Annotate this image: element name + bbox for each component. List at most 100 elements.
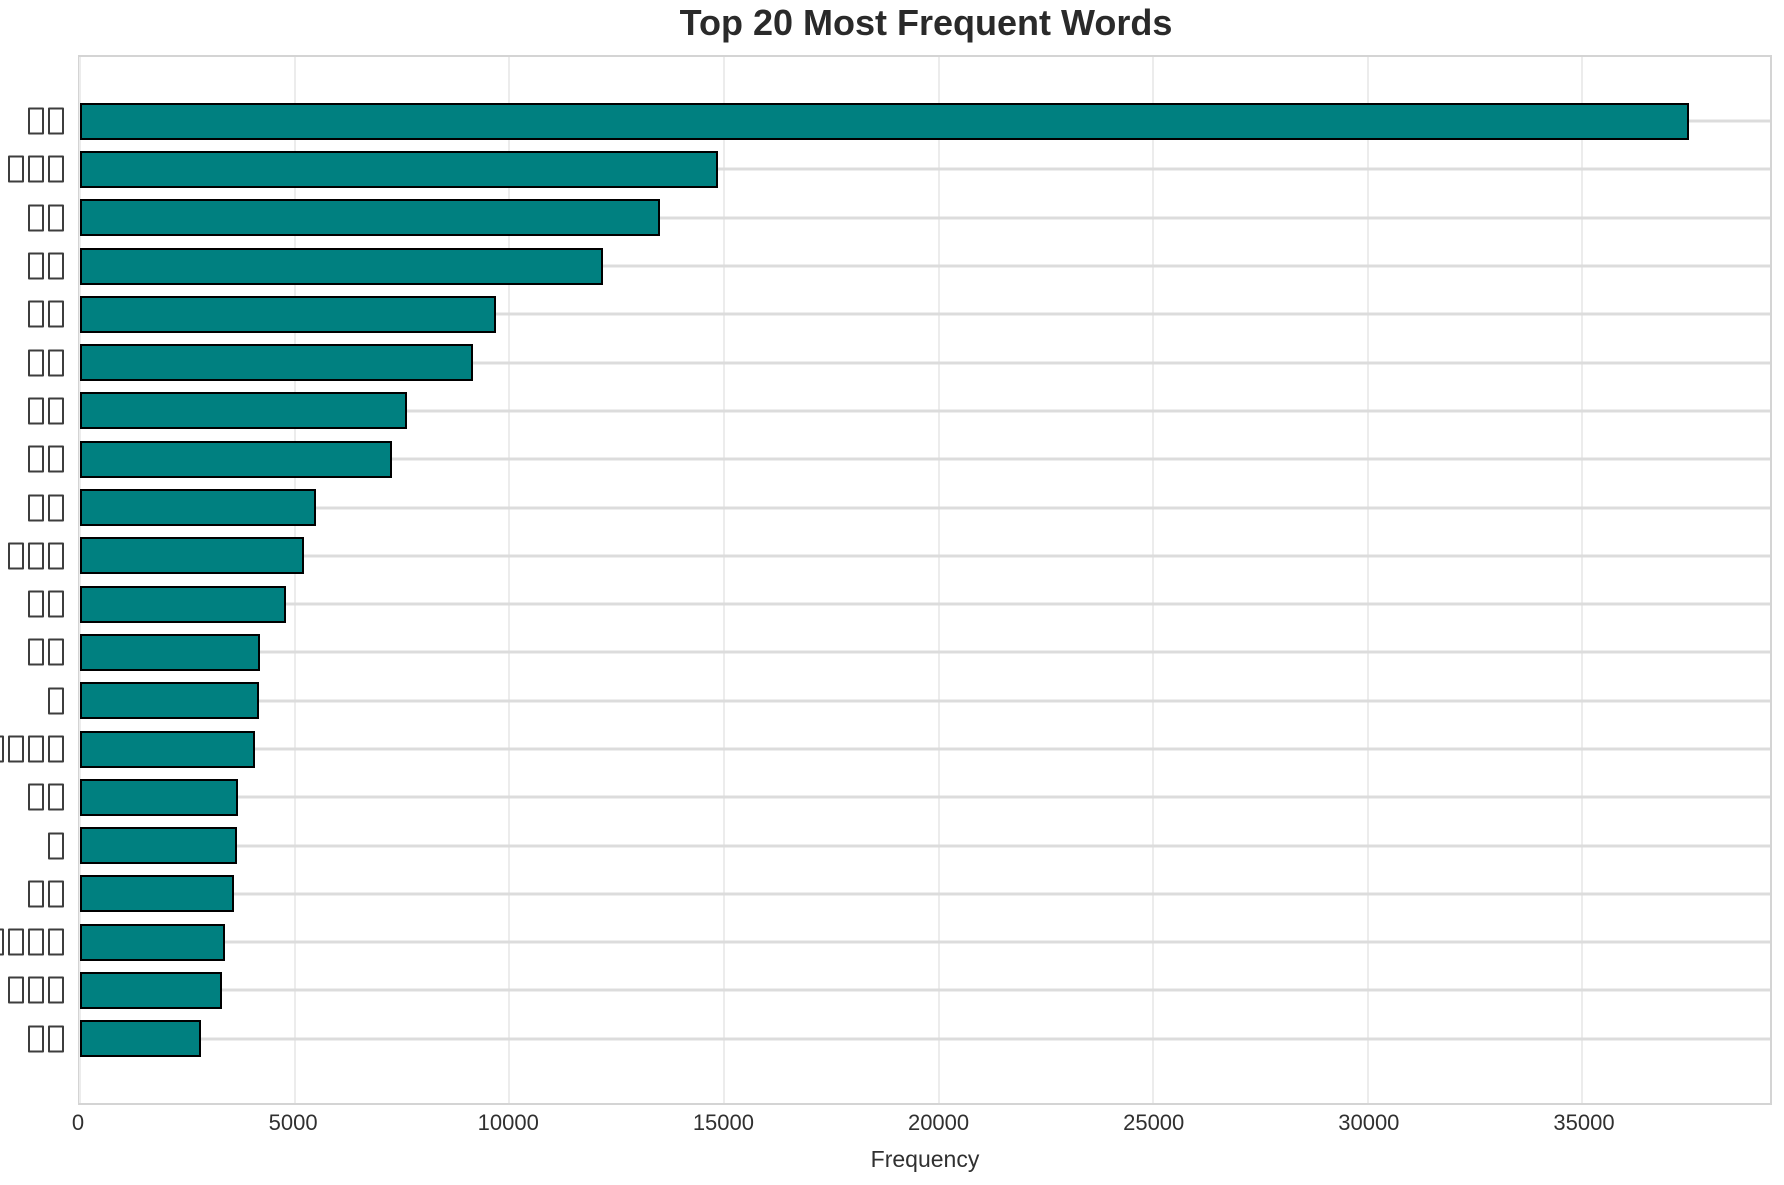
bar-row (8, 145, 1770, 193)
frequency-bar (80, 827, 238, 865)
gridline-vertical (508, 57, 511, 1103)
bar-row (0, 918, 1770, 966)
bar-row (28, 290, 1770, 338)
category-label (0, 735, 66, 763)
gridline-vertical (293, 57, 296, 1103)
gridline-vertical (1152, 57, 1155, 1103)
gridline-horizontal (80, 699, 1770, 703)
frequency-bar (80, 875, 235, 913)
tofu-glyph (8, 928, 24, 956)
tofu-glyph (48, 638, 64, 666)
bar-row (8, 966, 1770, 1014)
frequency-bar (80, 247, 603, 285)
category-label (26, 300, 66, 328)
gridline-vertical (79, 57, 81, 1103)
bar-row (48, 677, 1770, 725)
gridline-horizontal (80, 361, 1770, 365)
gridline-horizontal (80, 554, 1770, 558)
gridline-horizontal (80, 506, 1770, 510)
chart-title: Top 20 Most Frequent Words (679, 2, 1173, 43)
frequency-bar (80, 633, 260, 671)
category-label (46, 687, 66, 715)
tofu-glyph (48, 445, 64, 473)
tofu-glyph (48, 928, 64, 956)
tofu-glyph (28, 107, 44, 135)
tofu-glyph (8, 155, 24, 183)
gridline-horizontal (80, 602, 1770, 606)
frequency-bar (80, 199, 660, 237)
tofu-glyph (48, 494, 64, 522)
category-label (26, 590, 66, 618)
x-axis-title: Frequency (870, 1146, 980, 1172)
tofu-glyph (28, 880, 44, 908)
bar-row (48, 821, 1770, 869)
frequency-bar (80, 440, 392, 478)
bar-row (28, 97, 1770, 145)
category-label (26, 252, 66, 280)
bar-row (28, 628, 1770, 676)
tofu-glyph (28, 735, 44, 763)
plot-area (0, 55, 1772, 1105)
gridline-vertical (722, 57, 725, 1103)
frequency-bar (80, 682, 259, 720)
category-label (26, 445, 66, 473)
category-label (6, 542, 66, 570)
tofu-glyph (28, 542, 44, 570)
gridline-horizontal (80, 1037, 1770, 1041)
tofu-glyph (48, 1025, 64, 1053)
gridline-horizontal (80, 312, 1770, 316)
gridline-horizontal (80, 650, 1770, 654)
gridline-horizontal (80, 409, 1770, 413)
bar-row (28, 483, 1770, 531)
tofu-glyph (28, 783, 44, 811)
tofu-glyph (48, 832, 64, 860)
tofu-glyph (48, 590, 64, 618)
frequency-bar (80, 295, 497, 333)
tofu-glyph (48, 976, 64, 1004)
category-label (26, 880, 66, 908)
x-tick-label: 5000 (268, 1110, 318, 1135)
frequency-bar (80, 585, 287, 623)
tofu-glyph (48, 687, 64, 715)
tofu-glyph (28, 976, 44, 1004)
tofu-glyph (28, 928, 44, 956)
tofu-glyph (0, 928, 4, 956)
frequency-bar (80, 344, 474, 382)
tofu-glyph (28, 300, 44, 328)
frequency-bar (80, 102, 1689, 140)
bar-row (28, 242, 1770, 290)
tofu-glyph (48, 397, 64, 425)
tofu-glyph (0, 735, 4, 763)
tofu-glyph (48, 252, 64, 280)
tofu-glyph (48, 107, 64, 135)
frequency-bar (80, 489, 316, 527)
bar-row (28, 387, 1770, 435)
bar-row (28, 870, 1770, 918)
x-tick-label: 20000 (907, 1110, 970, 1135)
bar-row (28, 580, 1770, 628)
gridline-horizontal (80, 988, 1770, 992)
frequency-bar (80, 730, 256, 768)
category-label (46, 832, 66, 860)
gridline-horizontal (80, 167, 1770, 171)
gridline-horizontal (80, 264, 1770, 268)
category-label (6, 155, 66, 183)
tofu-glyph (48, 735, 64, 763)
tofu-glyph (48, 783, 64, 811)
bar-row (28, 435, 1770, 483)
category-label (26, 397, 66, 425)
gridline-vertical (1581, 57, 1584, 1103)
category-label (26, 349, 66, 377)
tofu-glyph (48, 204, 64, 232)
tofu-glyph (48, 349, 64, 377)
category-label (26, 107, 66, 135)
x-tick-label: 30000 (1338, 1110, 1400, 1135)
gridline-vertical (937, 57, 940, 1103)
x-tick-label: 25000 (1123, 1110, 1185, 1135)
frequency-bar (80, 778, 238, 816)
tofu-glyph (8, 976, 24, 1004)
gridline-vertical (1366, 57, 1369, 1103)
gridline-horizontal (80, 844, 1770, 848)
gridline-horizontal (80, 747, 1770, 751)
frequency-bar (80, 537, 305, 575)
